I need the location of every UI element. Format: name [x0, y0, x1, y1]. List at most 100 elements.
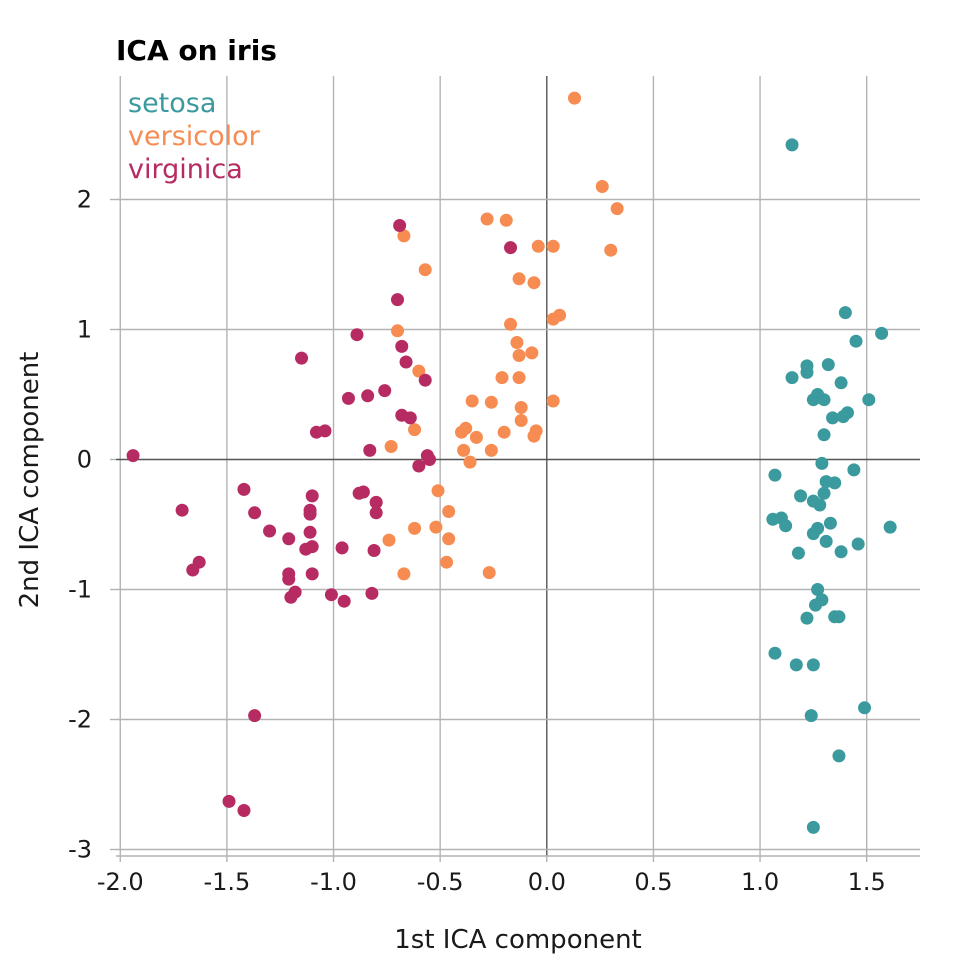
- point-virginica: [324, 588, 338, 602]
- point-versicolor: [525, 346, 539, 360]
- point-setosa: [800, 365, 814, 379]
- point-versicolor: [495, 371, 509, 385]
- point-versicolor: [512, 272, 526, 286]
- point-versicolor: [408, 521, 422, 535]
- point-virginica: [282, 532, 296, 546]
- point-setosa: [821, 358, 835, 372]
- point-versicolor: [482, 566, 496, 580]
- point-setosa: [823, 516, 837, 530]
- legend-item-versicolor: versicolor: [128, 121, 261, 152]
- point-versicolor: [391, 324, 405, 338]
- chart-title: ICA on iris: [116, 34, 277, 67]
- data-points: [126, 91, 897, 834]
- point-setosa: [847, 463, 861, 477]
- point-versicolor: [527, 276, 541, 290]
- point-setosa: [817, 486, 831, 500]
- point-versicolor: [568, 91, 582, 105]
- point-virginica: [175, 503, 189, 517]
- point-versicolor: [429, 520, 443, 534]
- point-setosa: [838, 306, 852, 320]
- point-virginica: [361, 389, 375, 403]
- y-tick-label: 0: [77, 446, 92, 474]
- x-tick-label: 0.5: [634, 868, 672, 896]
- point-virginica: [369, 495, 383, 509]
- y-tick-label: 1: [77, 316, 92, 344]
- point-virginica: [504, 241, 518, 255]
- point-versicolor: [595, 180, 609, 193]
- axes: -2.0 -1.5 -1.0 -0.5 0.0 0.5 1.0 1.5 -3 -2 -1 0 1 2: [68, 186, 920, 896]
- point-virginica: [412, 459, 426, 473]
- y-tick-label: -3: [68, 836, 92, 864]
- point-setosa: [836, 410, 850, 424]
- point-setosa: [794, 489, 808, 503]
- point-virginica: [237, 482, 251, 496]
- point-virginica: [248, 709, 262, 723]
- point-setosa: [832, 610, 846, 624]
- point-versicolor: [512, 371, 526, 385]
- point-versicolor: [418, 263, 432, 277]
- point-versicolor: [510, 336, 524, 349]
- x-tick-label: -2.0: [97, 868, 144, 896]
- point-setosa: [815, 456, 829, 470]
- point-virginica: [305, 489, 319, 503]
- x-tick-label: -1.5: [203, 868, 250, 896]
- point-versicolor: [504, 317, 518, 331]
- point-virginica: [303, 507, 317, 521]
- point-setosa: [806, 820, 820, 834]
- x-tick-label: 1.5: [848, 868, 886, 896]
- point-virginica: [341, 391, 355, 405]
- point-versicolor: [546, 312, 560, 326]
- point-versicolor: [465, 394, 479, 408]
- point-virginica: [186, 563, 200, 577]
- point-virginica: [395, 339, 409, 353]
- point-virginica: [305, 540, 319, 554]
- legend-item-virginica: virginica: [128, 154, 243, 185]
- point-setosa: [785, 138, 799, 152]
- series-versicolor: [369, 91, 624, 581]
- point-versicolor: [442, 505, 456, 518]
- point-versicolor: [497, 425, 511, 439]
- point-virginica: [337, 594, 351, 608]
- point-virginica: [422, 453, 436, 466]
- point-virginica: [237, 804, 251, 817]
- point-versicolor: [397, 229, 411, 243]
- point-virginica: [393, 219, 407, 232]
- point-virginica: [282, 572, 296, 586]
- point-setosa: [828, 476, 842, 490]
- point-virginica: [248, 506, 262, 520]
- point-versicolor: [546, 239, 560, 253]
- x-tick-label: 0.0: [528, 868, 566, 896]
- point-setosa: [791, 546, 805, 560]
- point-setosa: [819, 534, 833, 548]
- point-virginica: [391, 293, 405, 307]
- point-versicolor: [514, 401, 528, 414]
- point-versicolor: [440, 555, 454, 569]
- point-versicolor: [499, 213, 513, 227]
- point-versicolor: [431, 484, 445, 498]
- legend-item-setosa: setosa: [128, 88, 216, 119]
- point-virginica: [378, 384, 392, 398]
- series-setosa: [766, 138, 897, 834]
- point-setosa: [806, 527, 820, 541]
- point-virginica: [305, 567, 319, 581]
- point-setosa: [789, 658, 803, 672]
- point-setosa: [809, 598, 823, 612]
- point-virginica: [418, 373, 432, 387]
- x-axis-label: 1st ICA component: [394, 925, 642, 955]
- point-versicolor: [412, 364, 426, 378]
- point-virginica: [284, 590, 298, 604]
- point-versicolor: [531, 239, 545, 253]
- point-setosa: [826, 411, 840, 425]
- point-versicolor: [480, 212, 494, 226]
- point-setosa: [883, 520, 897, 534]
- point-setosa: [779, 519, 793, 533]
- point-virginica: [263, 524, 277, 538]
- point-versicolor: [512, 349, 526, 362]
- point-setosa: [834, 376, 848, 390]
- x-tick-label: 1.0: [741, 868, 779, 896]
- point-virginica: [403, 411, 417, 425]
- x-tick-label: -1.0: [310, 868, 357, 896]
- point-setosa: [851, 537, 865, 551]
- point-virginica: [356, 485, 370, 499]
